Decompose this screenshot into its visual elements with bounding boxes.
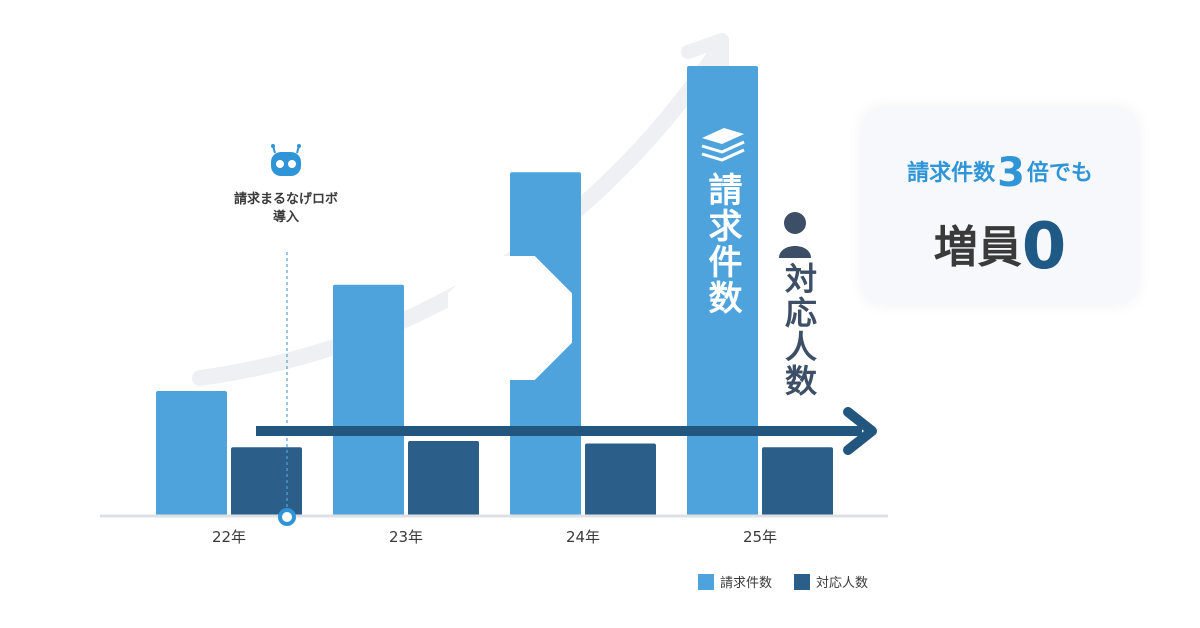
callout-line1-suffix: 倍でも (1026, 161, 1093, 186)
legend-label-staff: 対応人数 (816, 576, 869, 591)
robot-introduction-badge: 請求まるなげロボ 導入 (224, 128, 572, 380)
callout-line2: 増員0 (862, 210, 1138, 284)
requests-bar-4 (687, 66, 758, 516)
growth-arrow-head (681, 33, 729, 83)
legend-item-staff: 対応人数 (794, 572, 868, 591)
callout-line1: 請求件数3倍でも (862, 150, 1138, 196)
result-callout: 請求件数3倍でも 増員0 (862, 108, 1138, 304)
robot-badge-subtitle: 導入 (272, 210, 299, 225)
chart-legend: 請求件数 対応人数 (698, 572, 890, 591)
staff-bar-3 (585, 443, 656, 516)
introduction-marker (278, 508, 296, 526)
legend-label-requests: 請求件数 (720, 576, 773, 591)
robot-icon (271, 144, 301, 176)
x-tick-label: 25年 (743, 528, 777, 546)
legend-swatch-staff (794, 573, 811, 590)
x-tick-label: 23年 (389, 528, 423, 546)
staff-bar-1 (231, 447, 302, 516)
callout-line2-prefix: 増員 (933, 222, 1022, 273)
callout-multiplier: 3 (997, 150, 1025, 196)
person-icon (779, 212, 811, 258)
staff-vertical-label: 対応人数 (780, 262, 818, 398)
legend-item-requests: 請求件数 (698, 572, 772, 591)
callout-line1-prefix: 請求件数 (907, 161, 996, 186)
staff-flat-arrow-head (843, 407, 877, 455)
documents-icon (701, 128, 745, 162)
requests-bar-2 (333, 284, 404, 516)
legend-swatch-requests (698, 573, 714, 590)
staff-bar-2 (408, 441, 479, 516)
x-tick-label: 24年 (566, 528, 600, 546)
callout-zero: 0 (1021, 210, 1067, 284)
requests-vertical-label: 請求件数 (702, 172, 742, 316)
x-tick-label: 22年 (212, 528, 246, 546)
robot-badge-title: 請求まるなげロボ (233, 192, 338, 207)
requests-bar-1 (156, 391, 227, 516)
staff-bar-4 (762, 447, 833, 516)
